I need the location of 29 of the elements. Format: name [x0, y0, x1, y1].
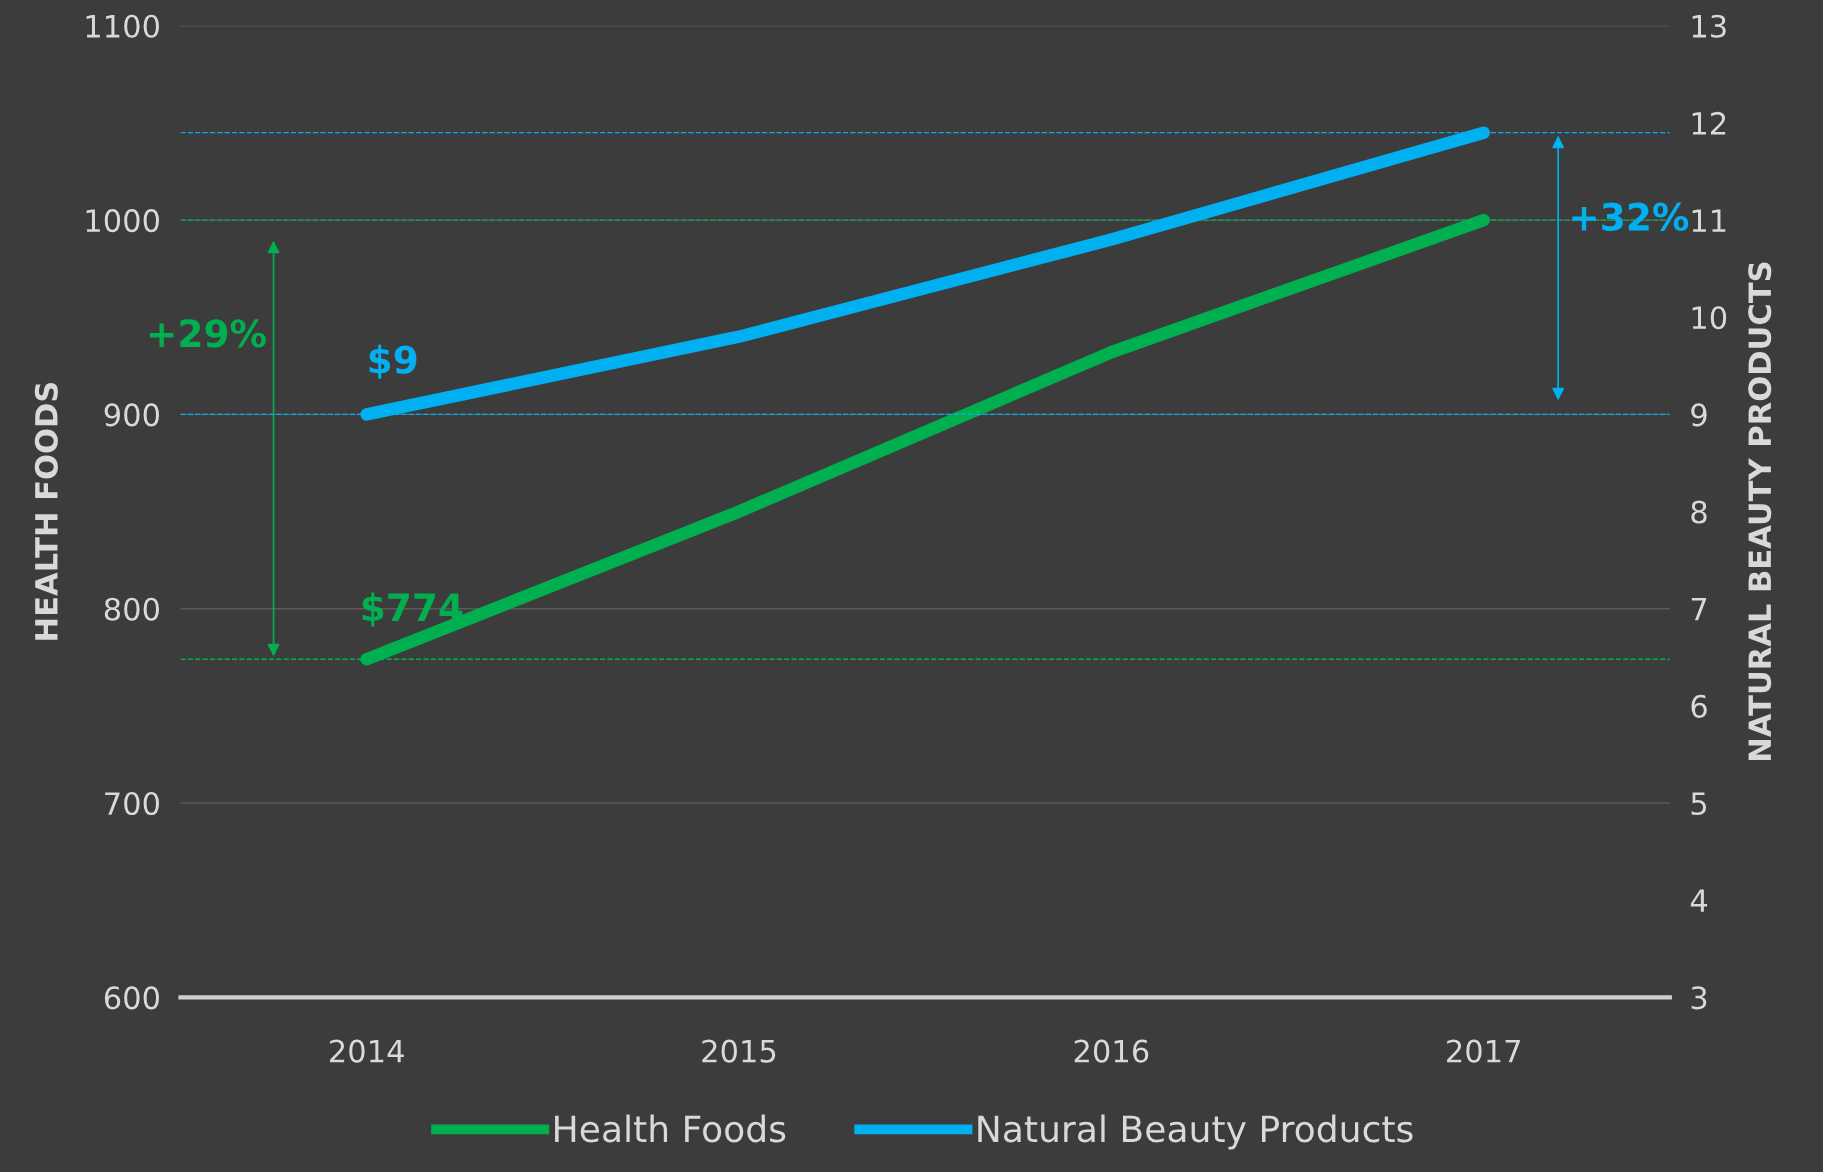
- annotation: $774: [362, 592, 463, 627]
- y2-tick-label: 12: [1692, 111, 1726, 135]
- y-tick-label: 900: [104, 403, 159, 427]
- y2-tick-label: 6: [1691, 694, 1707, 718]
- y-tick-label: 800: [104, 597, 159, 621]
- y2-axis-title: NATURAL BEAUTY PRODUCTS: [1748, 262, 1772, 760]
- y2-tick-label: 13: [1692, 14, 1726, 38]
- x-tick-label: 2015: [702, 1039, 776, 1063]
- y2-tick-label: 11: [1692, 209, 1726, 232]
- x-tick-label: 2014: [330, 1039, 404, 1063]
- y2-tick-label: 8: [1691, 500, 1707, 524]
- y-tick-label: 1100: [86, 14, 159, 38]
- y2-tick-label: 10: [1692, 306, 1727, 330]
- annotation: +29%: [149, 319, 266, 348]
- y2-tick-label: 3: [1691, 986, 1707, 1010]
- annotation: +32%: [1572, 202, 1689, 231]
- annotation: $9: [369, 344, 417, 379]
- y-tick-label: 700: [105, 791, 159, 816]
- x-tick-label: 2017: [1447, 1039, 1520, 1063]
- x-tick-label: 2016: [1074, 1039, 1149, 1063]
- y2-tick-label: 4: [1690, 889, 1708, 912]
- legend-label: Natural Beauty Products: [978, 1114, 1413, 1150]
- legend-label: Health Foods: [555, 1114, 786, 1143]
- y2-tick-label: 7: [1691, 598, 1707, 621]
- y-tick-label: 1000: [86, 209, 159, 233]
- y2-tick-label: 5: [1691, 792, 1707, 816]
- y-tick-label: 600: [104, 986, 159, 1010]
- y2-tick-label: 9: [1691, 403, 1707, 427]
- y-axis-title: HEALTH FOODS: [34, 382, 58, 640]
